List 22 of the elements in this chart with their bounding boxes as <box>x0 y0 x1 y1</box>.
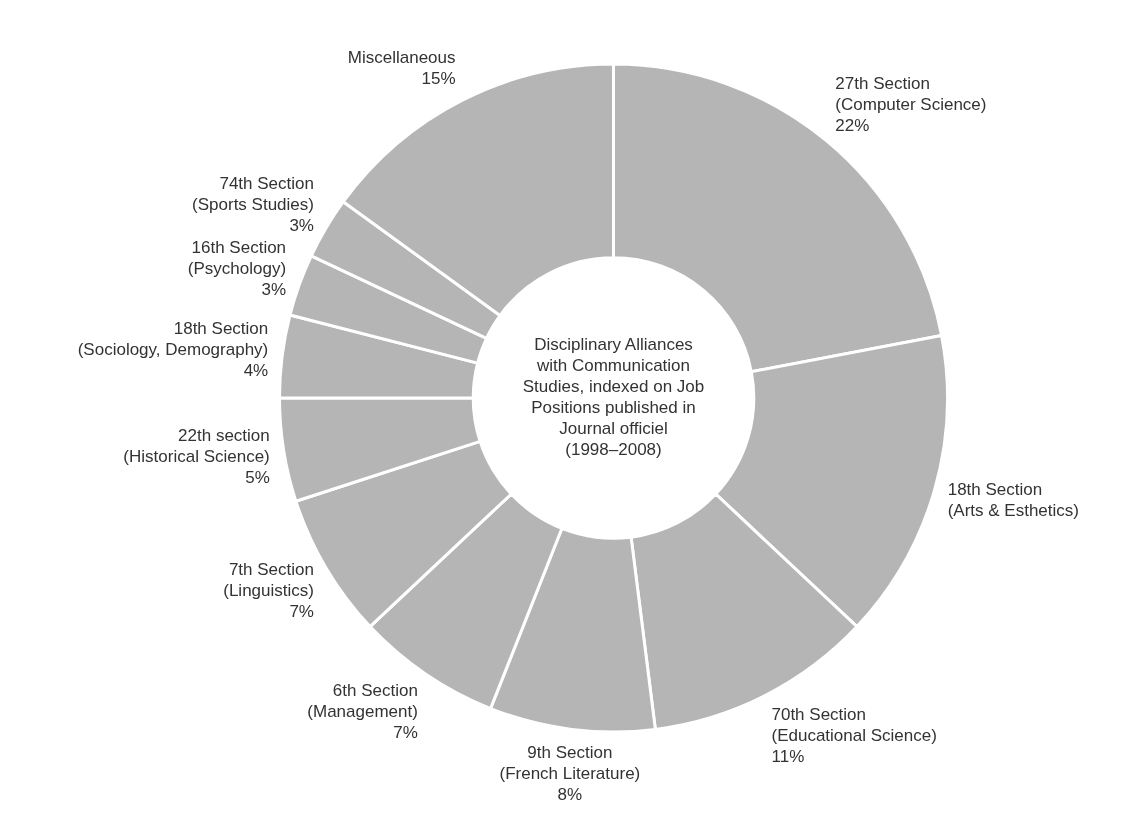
data-label: 5% <box>245 468 270 488</box>
data-label: 8% <box>557 785 583 805</box>
data-label: 7% <box>393 722 418 742</box>
slice-label: Miscellaneous <box>347 48 456 68</box>
slice-label: 7th Section (Linguistics) <box>223 559 314 600</box>
data-label: 3% <box>261 280 287 300</box>
data-label: 3% <box>289 215 314 235</box>
data-label: 11% <box>771 746 805 766</box>
slice-label: 18th Section (Sociology, Demography) <box>77 319 269 360</box>
text: Disciplinary Alliances with Communication Studies, indexed on Job Positions published in Journal officiel (1998–2008) <box>522 335 705 460</box>
data-label: 22% <box>835 116 870 136</box>
data-label: 7% <box>289 601 314 621</box>
data-label: 15% <box>421 69 456 89</box>
slice-label: 6th Section (Management) <box>307 680 418 721</box>
data-label: 4% <box>243 361 269 381</box>
slice-label: 16th Section (Psychology) <box>187 238 287 279</box>
slice-label: 70th Section (Educational Science) <box>771 704 937 745</box>
slice-label: 74th Section (Sports Studies) <box>192 173 314 214</box>
slice-label: 27th Section (Computer Science) <box>835 74 987 115</box>
slice-label: 22th section (Historical Science) <box>123 426 270 467</box>
slice-label: 18th Section (Arts & Esthetics) <box>947 480 1079 521</box>
slice-label: 9th Section (French Literature) <box>499 743 641 784</box>
